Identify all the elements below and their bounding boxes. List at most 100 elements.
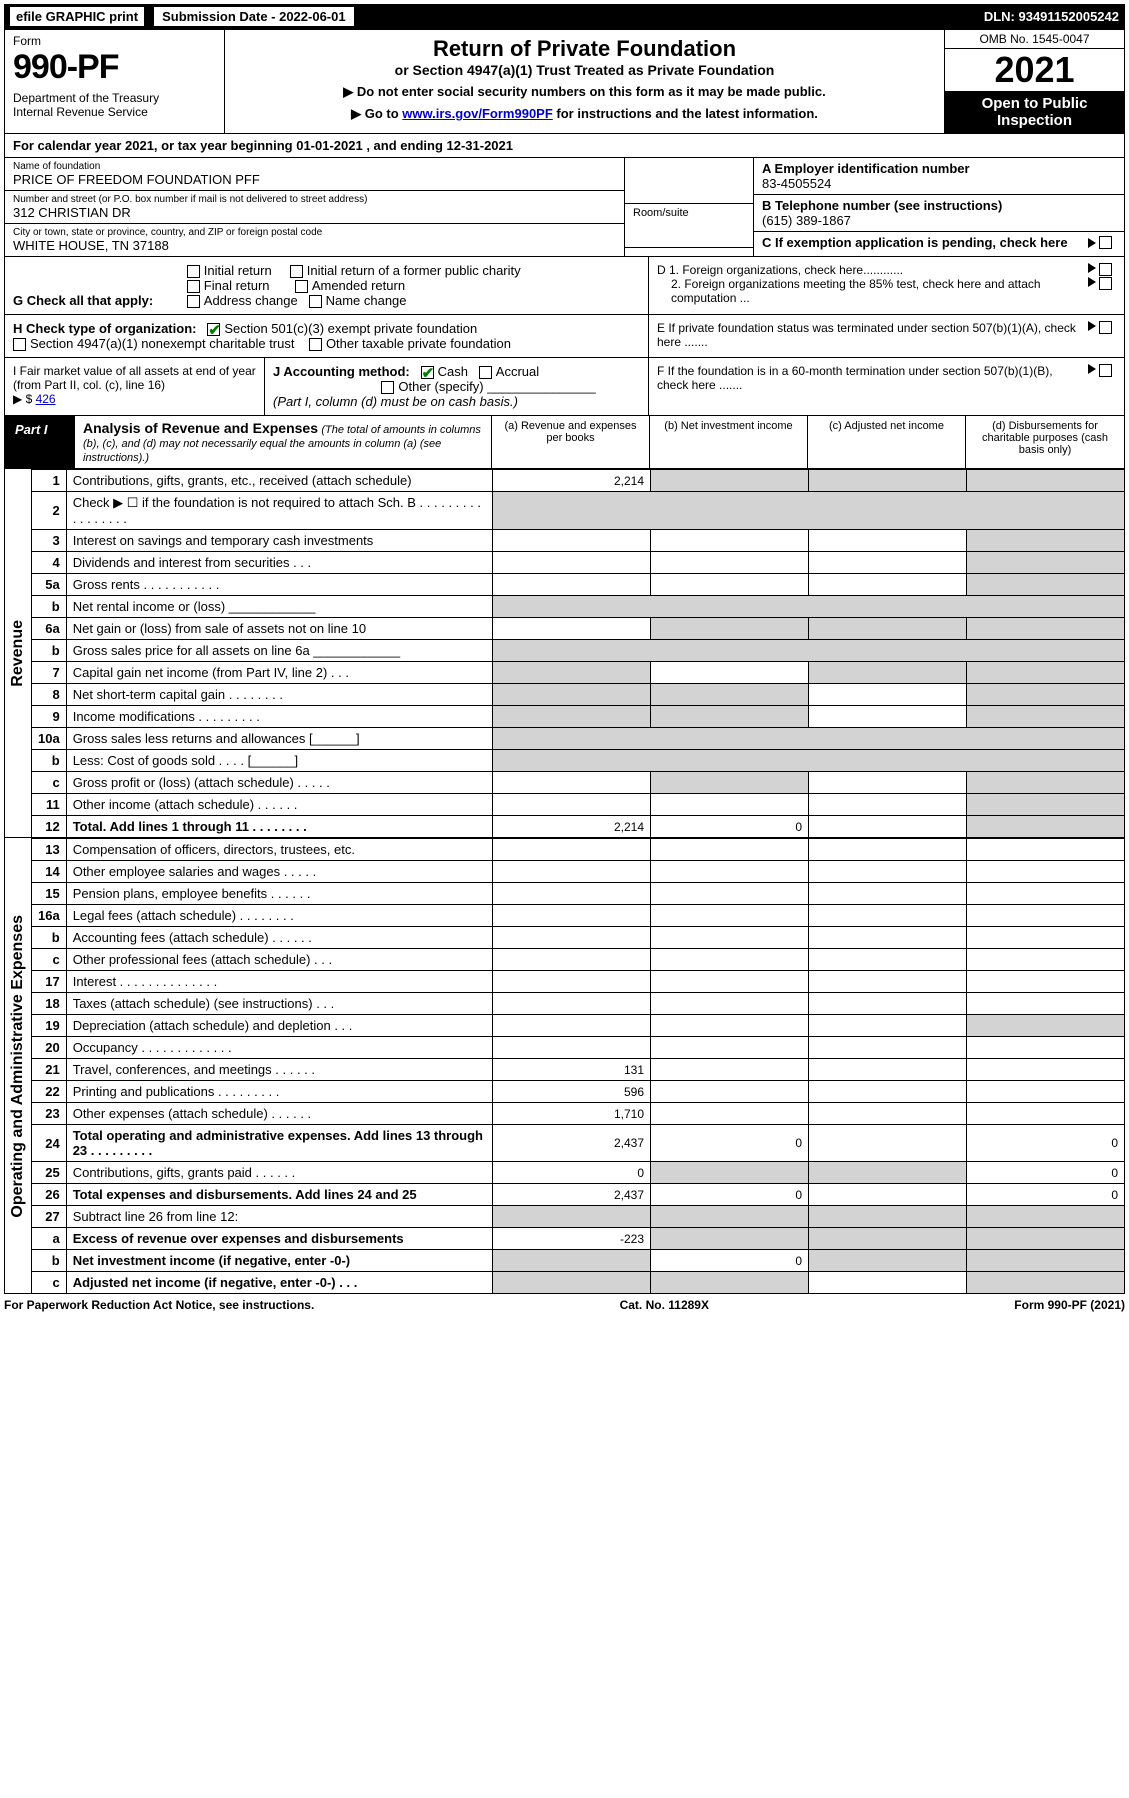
line-desc: Legal fees (attach schedule) . . . . . .… [66, 905, 492, 927]
arrow-icon [1088, 238, 1096, 248]
amt-cell [809, 1206, 967, 1228]
amt-cell [651, 1037, 809, 1059]
4947a1-checkbox[interactable] [13, 338, 26, 351]
amt-cell [967, 1015, 1125, 1037]
amt-cell [809, 1059, 967, 1081]
line-desc: Dividends and interest from securities .… [66, 552, 492, 574]
name-change-checkbox[interactable] [309, 295, 322, 308]
line-no: 27 [32, 1206, 66, 1228]
amt-cell: 2,214 [493, 470, 651, 492]
dept-treasury: Department of the Treasury Internal Reve… [13, 91, 216, 120]
amt-cell [967, 1250, 1125, 1272]
d2-checkbox[interactable] [1099, 277, 1112, 290]
amt-cell: 596 [493, 1081, 651, 1103]
foundation-name: PRICE OF FREEDOM FOUNDATION PFF [13, 172, 616, 187]
amt-cell [493, 839, 651, 861]
address-change-checkbox[interactable] [187, 295, 200, 308]
line-no: a [32, 1228, 66, 1250]
amt-cell [967, 618, 1125, 640]
501c3-checkbox[interactable] [207, 323, 220, 336]
expenses-sidelabel: Operating and Administrative Expenses [9, 915, 27, 1218]
amt-cell [809, 1125, 967, 1162]
amt-cell [967, 1059, 1125, 1081]
amended-return-checkbox[interactable] [295, 280, 308, 293]
line-desc: Total expenses and disbursements. Add li… [66, 1184, 492, 1206]
other-specify-checkbox[interactable] [381, 381, 394, 394]
arrow-icon [1088, 321, 1096, 331]
line-no: 19 [32, 1015, 66, 1037]
other-taxable-checkbox[interactable] [309, 338, 322, 351]
amt-cell [967, 905, 1125, 927]
dln: DLN: 93491152005242 [984, 9, 1119, 24]
amt-cell [651, 618, 809, 640]
amt-cell [967, 993, 1125, 1015]
section-h-e: H Check type of organization: Section 50… [4, 315, 1125, 358]
amt-cell [493, 1272, 651, 1294]
amt-cell [967, 470, 1125, 492]
line-no: 20 [32, 1037, 66, 1059]
line-no: c [32, 772, 66, 794]
amt-cell [809, 618, 967, 640]
amt-cell [651, 927, 809, 949]
amt-cell [651, 883, 809, 905]
amt-cell [493, 530, 651, 552]
amt-cell [967, 574, 1125, 596]
accrual-checkbox[interactable] [479, 366, 492, 379]
revenue-table: 1Contributions, gifts, grants, etc., rec… [32, 469, 1125, 838]
amt-cell [493, 640, 1125, 662]
amt-cell [651, 949, 809, 971]
line-no: 16a [32, 905, 66, 927]
amt-cell [967, 706, 1125, 728]
amt-cell [967, 552, 1125, 574]
col-b-header: (b) Net investment income [650, 416, 808, 468]
line-no: 9 [32, 706, 66, 728]
open-public: Open to Public Inspection [945, 91, 1124, 133]
line-desc: Printing and publications . . . . . . . … [66, 1081, 492, 1103]
amt-cell [809, 1162, 967, 1184]
initial-return-checkbox[interactable] [187, 265, 200, 278]
tax-year: 2021 [945, 49, 1124, 91]
amt-cell [651, 1206, 809, 1228]
phone-value: (615) 389-1867 [762, 213, 1116, 228]
line-desc: Gross rents . . . . . . . . . . . [66, 574, 492, 596]
fmv-amount: 426 [36, 392, 56, 406]
amt-cell [809, 1228, 967, 1250]
city-label: City or town, state or province, country… [13, 227, 616, 238]
line-no: b [32, 1250, 66, 1272]
line-desc: Other employee salaries and wages . . . … [66, 861, 492, 883]
e-label: E If private foundation status was termi… [657, 321, 1085, 351]
d1-checkbox[interactable] [1099, 263, 1112, 276]
amt-cell [493, 552, 651, 574]
line-no: 24 [32, 1125, 66, 1162]
line-desc: Other professional fees (attach schedule… [66, 949, 492, 971]
final-return-checkbox[interactable] [187, 280, 200, 293]
amt-cell: 131 [493, 1059, 651, 1081]
amt-cell: 0 [967, 1184, 1125, 1206]
cash-checkbox[interactable] [421, 366, 434, 379]
f-checkbox[interactable] [1099, 364, 1112, 377]
line-no: b [32, 640, 66, 662]
initial-former-checkbox[interactable] [290, 265, 303, 278]
line-desc: Occupancy . . . . . . . . . . . . . [66, 1037, 492, 1059]
e-checkbox[interactable] [1099, 321, 1112, 334]
exemption-checkbox[interactable] [1099, 236, 1112, 249]
line-desc: Less: Cost of goods sold . . . . [______… [66, 750, 492, 772]
form-note-ssn: ▶ Do not enter social security numbers o… [231, 84, 938, 100]
amt-cell [651, 905, 809, 927]
amt-cell [493, 684, 651, 706]
irs-link[interactable]: www.irs.gov/Form990PF [402, 106, 553, 121]
j-label: J Accounting method: [273, 364, 410, 379]
form-header: Form 990-PF Department of the Treasury I… [4, 29, 1125, 134]
amt-cell [809, 530, 967, 552]
line-no: 17 [32, 971, 66, 993]
line-no: b [32, 750, 66, 772]
amt-cell [493, 1015, 651, 1037]
amt-cell [651, 1228, 809, 1250]
line-desc: Interest on savings and temporary cash i… [66, 530, 492, 552]
amt-cell [967, 883, 1125, 905]
line-no: 11 [32, 794, 66, 816]
amt-cell: 0 [651, 1125, 809, 1162]
efile-label[interactable]: efile GRAPHIC print [10, 7, 144, 26]
line-no: b [32, 927, 66, 949]
line-no: 22 [32, 1081, 66, 1103]
